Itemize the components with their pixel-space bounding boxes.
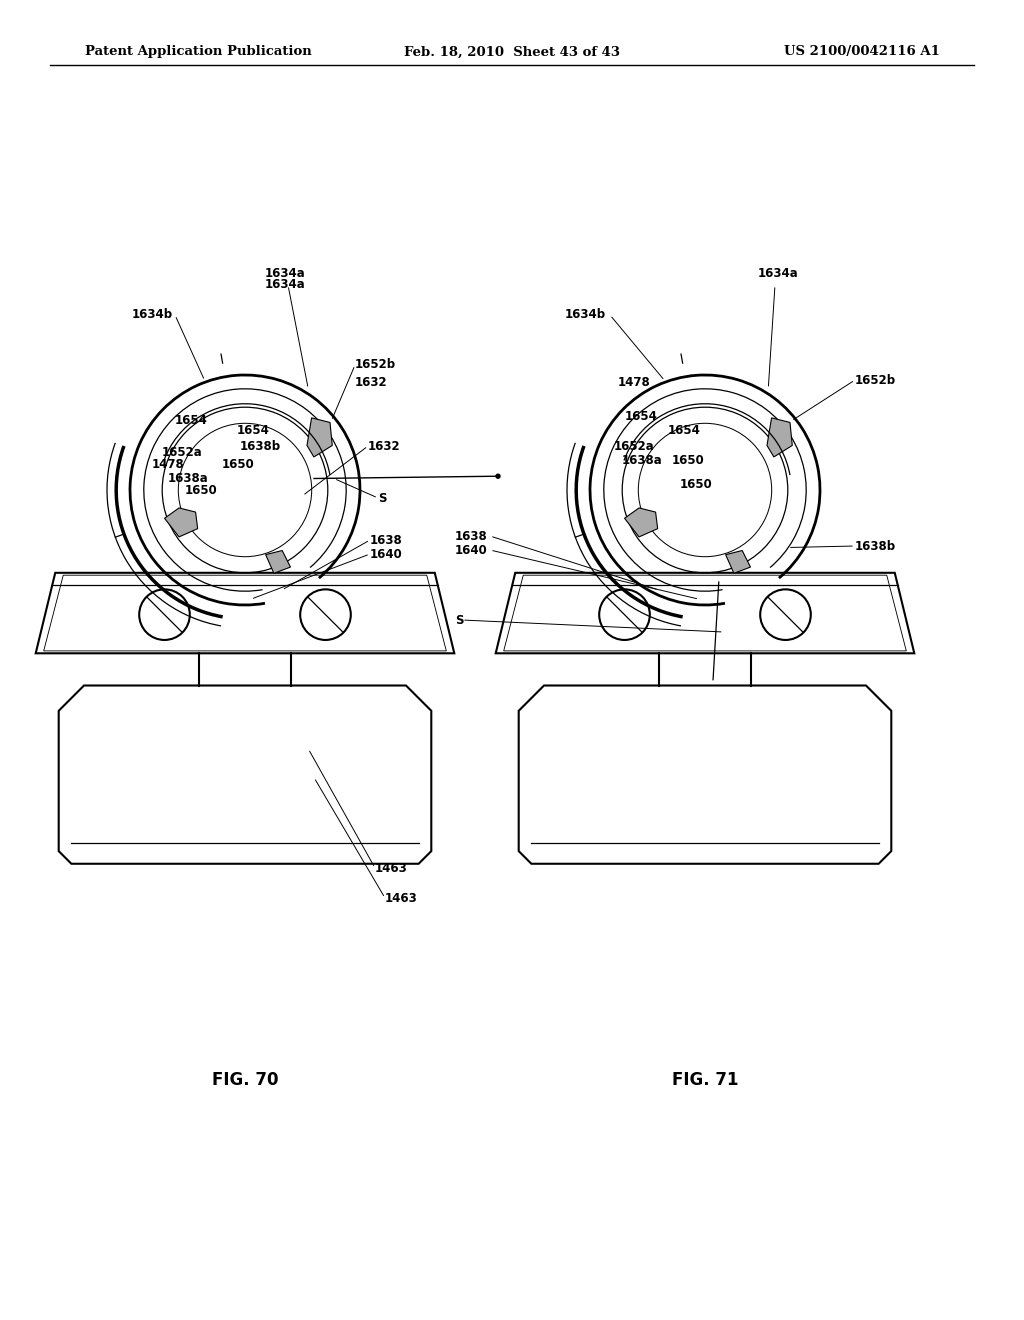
Text: 1478: 1478 [152, 458, 184, 471]
Polygon shape [726, 550, 751, 573]
Text: Patent Application Publication: Patent Application Publication [85, 45, 311, 58]
Text: 1640: 1640 [370, 548, 402, 561]
Polygon shape [165, 508, 198, 537]
Text: 1638b: 1638b [855, 540, 896, 553]
Text: 1478: 1478 [618, 375, 650, 388]
Text: 1638: 1638 [455, 529, 487, 543]
Polygon shape [307, 418, 332, 457]
Text: 1654: 1654 [668, 424, 700, 437]
Text: FIG. 71: FIG. 71 [672, 1071, 738, 1089]
Text: S: S [455, 614, 464, 627]
Text: 1634a: 1634a [264, 279, 305, 292]
Text: 1654: 1654 [237, 424, 270, 437]
Text: 1654: 1654 [625, 409, 657, 422]
Polygon shape [625, 508, 657, 537]
Text: Feb. 18, 2010  Sheet 43 of 43: Feb. 18, 2010 Sheet 43 of 43 [404, 45, 620, 58]
Text: 1650: 1650 [672, 454, 705, 466]
Polygon shape [767, 418, 793, 457]
Text: 1650: 1650 [185, 484, 218, 498]
Text: 1638: 1638 [370, 533, 402, 546]
Text: 1634b: 1634b [565, 309, 606, 322]
Text: S: S [378, 491, 386, 504]
Text: 1638a: 1638a [168, 471, 209, 484]
Text: 1634a: 1634a [264, 267, 305, 280]
Text: 1634b: 1634b [132, 309, 173, 322]
Text: 1652b: 1652b [355, 359, 396, 371]
Polygon shape [265, 550, 291, 573]
Text: 1654: 1654 [175, 413, 208, 426]
Text: US 2100/0042116 A1: US 2100/0042116 A1 [784, 45, 940, 58]
Text: 1640: 1640 [455, 544, 487, 557]
Text: 1650: 1650 [680, 478, 713, 491]
Text: 1632: 1632 [355, 375, 388, 388]
Text: 1650: 1650 [222, 458, 255, 471]
Circle shape [496, 474, 500, 478]
Text: 1632: 1632 [368, 440, 400, 453]
Text: FIG. 70: FIG. 70 [212, 1071, 279, 1089]
Text: 1638a: 1638a [622, 454, 663, 466]
Text: 1634a: 1634a [758, 267, 799, 280]
Text: 1463: 1463 [375, 862, 408, 874]
Text: 1638b: 1638b [240, 441, 282, 454]
Text: 1652b: 1652b [855, 374, 896, 387]
Text: 1652a: 1652a [162, 446, 203, 458]
Text: 1463: 1463 [385, 891, 418, 904]
Text: 1652a: 1652a [614, 441, 654, 454]
